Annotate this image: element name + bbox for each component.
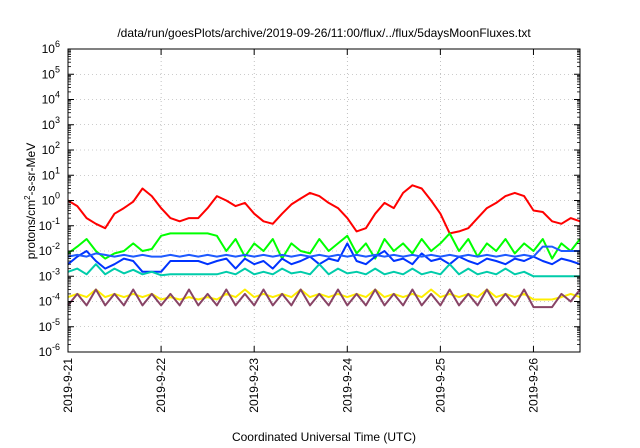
y-tick-label: 102 bbox=[42, 140, 60, 157]
series-line-3 bbox=[67, 242, 581, 273]
x-axis: 2019-9-21 2019-9-22 2019-9-23 2019-9-24 2019… bbox=[61, 49, 540, 413]
series-line-2 bbox=[67, 232, 581, 260]
y-tick-label: 10-4 bbox=[39, 292, 60, 309]
y-tick-label: 104 bbox=[42, 90, 60, 107]
series-line-5 bbox=[67, 263, 580, 278]
y-axis-label-main: protons/cm bbox=[24, 200, 38, 259]
series-line-7 bbox=[67, 288, 581, 309]
y-tick-label: 101 bbox=[42, 165, 60, 182]
y-axis: 10-6 10-5 10-4 10-3 10-2 10-1 100 101 102 103 104 1… bbox=[39, 39, 580, 359]
y-tick-label: 10-6 bbox=[39, 342, 60, 359]
y-tick-label: 105 bbox=[42, 64, 60, 81]
series-line-1 bbox=[67, 184, 581, 235]
x-tick-label: 2019-9-21 bbox=[61, 358, 75, 413]
y-tick-label: 103 bbox=[42, 115, 60, 132]
y-tick-label: 10-5 bbox=[39, 317, 60, 334]
y-tick-label: 10-1 bbox=[39, 216, 60, 233]
x-tick-label: 2019-9-23 bbox=[247, 358, 261, 413]
x-tick-label: 2019-9-22 bbox=[154, 358, 168, 413]
x-tick-label: 2019-9-26 bbox=[526, 358, 540, 413]
x-tick-label: 2019-9-24 bbox=[340, 358, 354, 413]
y-axis-label-sup: 2 bbox=[23, 195, 32, 200]
y-axis-label-rest: -s-sr-MeV bbox=[24, 143, 38, 196]
y-tick-label: 100 bbox=[42, 191, 60, 208]
x-tick-label: 2019-9-25 bbox=[433, 358, 447, 413]
series-line-4 bbox=[67, 245, 580, 258]
y-axis-label: protons/cm2-s-sr-MeV bbox=[23, 143, 38, 259]
y-tick-label: 106 bbox=[42, 39, 60, 56]
y-tick-label: 10-2 bbox=[39, 241, 60, 258]
y-tick-label: 10-3 bbox=[39, 266, 60, 283]
x-axis-label: Coordinated Universal Time (UTC) bbox=[232, 430, 416, 444]
chart-title: /data/run/goesPlots/archive/2019-09-26/1… bbox=[117, 26, 531, 40]
series-group bbox=[67, 184, 581, 309]
